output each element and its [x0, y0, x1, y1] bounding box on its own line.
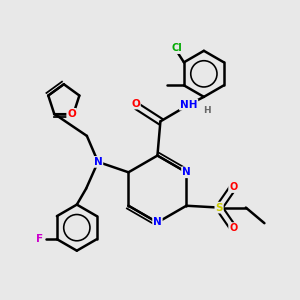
- Text: NH: NH: [180, 100, 197, 110]
- Text: F: F: [36, 234, 43, 244]
- Text: S: S: [215, 202, 223, 213]
- Text: N: N: [182, 167, 191, 177]
- Text: O: O: [67, 109, 76, 119]
- Text: N: N: [153, 218, 162, 227]
- Text: Cl: Cl: [172, 43, 183, 53]
- Text: O: O: [229, 182, 237, 192]
- Text: O: O: [131, 99, 140, 109]
- Text: N: N: [94, 157, 102, 167]
- Text: H: H: [203, 106, 211, 116]
- Text: O: O: [229, 223, 237, 233]
